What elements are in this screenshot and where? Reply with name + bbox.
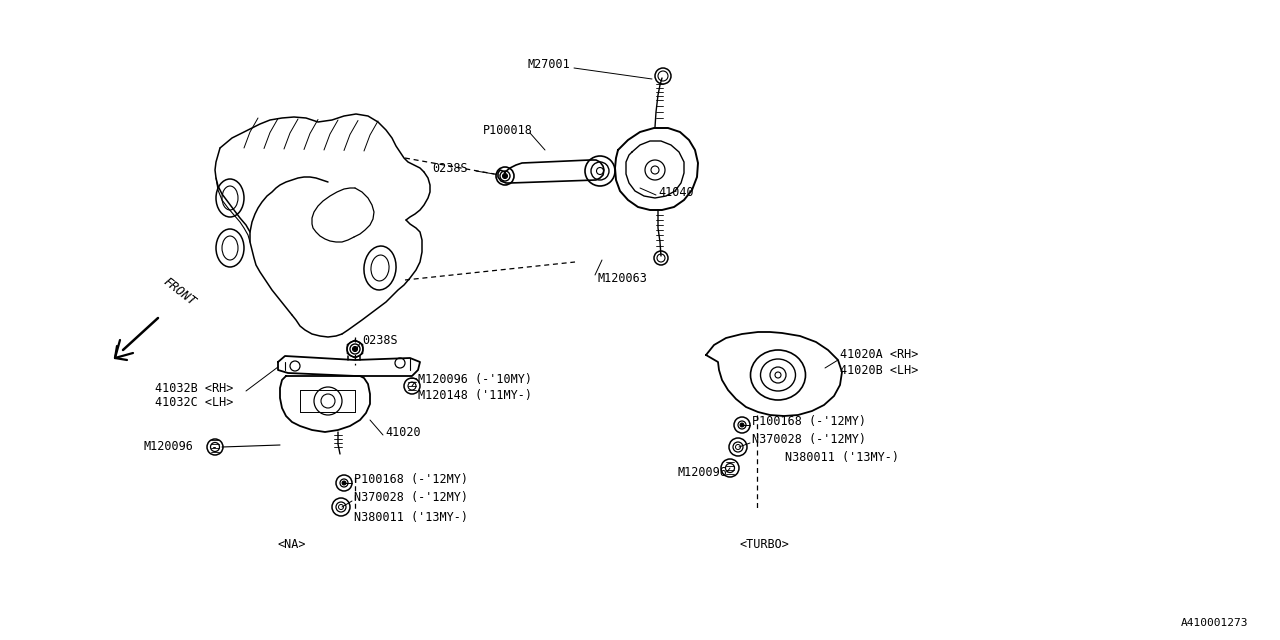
Text: M27001: M27001 xyxy=(527,58,570,72)
Text: P100168 (-'12MY): P100168 (-'12MY) xyxy=(753,415,867,429)
Text: M120063: M120063 xyxy=(596,271,646,285)
Circle shape xyxy=(503,173,507,179)
Text: 0238S: 0238S xyxy=(362,333,398,346)
Text: A410001273: A410001273 xyxy=(1180,618,1248,628)
Text: M120096 (-'10MY): M120096 (-'10MY) xyxy=(419,372,532,385)
Text: N380011 ('13MY-): N380011 ('13MY-) xyxy=(355,511,468,524)
Text: 41040: 41040 xyxy=(658,186,694,198)
Text: 41020: 41020 xyxy=(385,426,421,438)
Text: N370028 (-'12MY): N370028 (-'12MY) xyxy=(753,433,867,447)
Text: <TURBO>: <TURBO> xyxy=(740,538,790,552)
Text: <NA>: <NA> xyxy=(278,538,306,552)
Text: 41020B <LH>: 41020B <LH> xyxy=(840,364,918,376)
Text: 0238S: 0238S xyxy=(433,161,467,175)
Text: FRONT: FRONT xyxy=(161,275,198,308)
Text: M120096: M120096 xyxy=(678,465,728,479)
Text: N380011 ('13MY-): N380011 ('13MY-) xyxy=(785,451,899,465)
Circle shape xyxy=(342,481,346,485)
Text: P100018: P100018 xyxy=(483,124,532,136)
Circle shape xyxy=(352,346,357,351)
Text: 41032B <RH>: 41032B <RH> xyxy=(155,381,233,394)
Text: N370028 (-'12MY): N370028 (-'12MY) xyxy=(355,492,468,504)
Text: M120148 ('11MY-): M120148 ('11MY-) xyxy=(419,388,532,401)
Text: 41020A <RH>: 41020A <RH> xyxy=(840,348,918,360)
Text: M120096: M120096 xyxy=(143,440,193,454)
Text: P100168 (-'12MY): P100168 (-'12MY) xyxy=(355,474,468,486)
Text: 41032C <LH>: 41032C <LH> xyxy=(155,397,233,410)
Circle shape xyxy=(740,423,744,427)
